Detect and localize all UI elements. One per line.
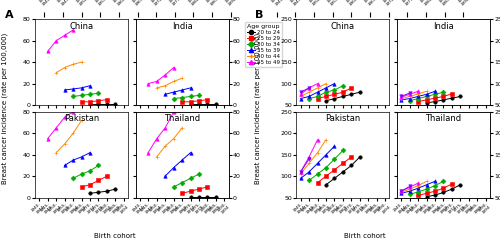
- Text: Thailand: Thailand: [164, 114, 200, 123]
- Text: Birth cohort: Birth cohort: [344, 233, 386, 239]
- Text: India: India: [172, 22, 192, 31]
- Text: India: India: [433, 22, 454, 31]
- Text: Birth cohort: Birth cohort: [94, 233, 136, 239]
- Text: Pakistan: Pakistan: [64, 114, 99, 123]
- Text: Breast cancer incidence (rate per 100,000): Breast cancer incidence (rate per 100,00…: [2, 33, 8, 184]
- Text: Pakistan: Pakistan: [326, 114, 360, 123]
- Text: Breast cancer incidence (rate per 100,000): Breast cancer incidence (rate per 100,00…: [254, 33, 261, 184]
- Text: China: China: [331, 22, 355, 31]
- Text: B: B: [255, 10, 264, 20]
- Legend: 20 to 24, 25 to 29, 30 to 34, 35 to 39, 40 to 44, 45 to 49: 20 to 24, 25 to 29, 30 to 34, 35 to 39, …: [246, 22, 282, 67]
- Text: A: A: [5, 10, 14, 20]
- Text: Thailand: Thailand: [426, 114, 462, 123]
- Text: China: China: [70, 22, 94, 31]
